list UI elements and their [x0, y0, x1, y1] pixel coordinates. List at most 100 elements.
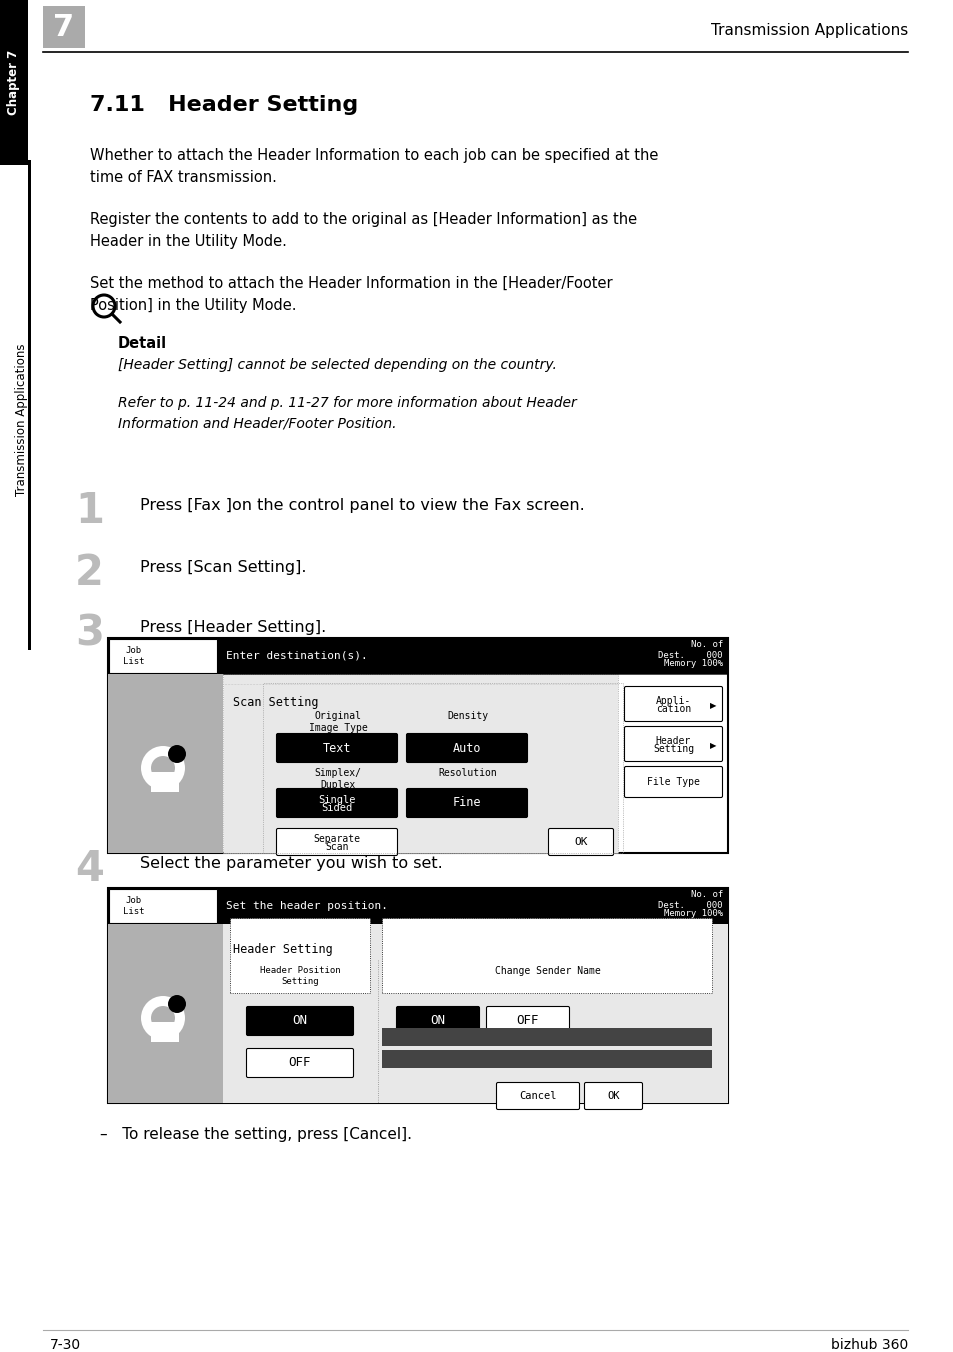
Text: Select the parameter you wish to set.: Select the parameter you wish to set. [140, 856, 442, 871]
Text: ▶: ▶ [709, 741, 716, 750]
Text: –   To release the setting, press [Cancel].: – To release the setting, press [Cancel]… [100, 1128, 412, 1142]
Text: Text: Text [322, 741, 351, 754]
Bar [28, 160, 30, 650]
Text: Separate: Separate [314, 834, 360, 844]
Text: Simplex/
Duplex: Simplex/ Duplex [314, 768, 361, 790]
FancyBboxPatch shape [406, 788, 527, 818]
FancyBboxPatch shape [246, 1049, 354, 1078]
Text: Header: Header [655, 735, 690, 746]
Text: cation: cation [655, 704, 690, 714]
Circle shape [151, 756, 174, 780]
Text: Resolution: Resolution [438, 768, 497, 777]
Text: 3: 3 [75, 612, 104, 654]
Text: Whether to attach the Header Information to each job can be specified at the
tim: Whether to attach the Header Information… [90, 147, 658, 185]
FancyBboxPatch shape [396, 1006, 479, 1036]
Text: ON: ON [293, 1014, 307, 1028]
Text: Press [Header Setting].: Press [Header Setting]. [140, 621, 326, 635]
Circle shape [141, 996, 185, 1040]
Bar [108, 888, 727, 1103]
Text: Transmission Applications: Transmission Applications [15, 343, 29, 496]
Text: 2: 2 [75, 552, 104, 594]
Text: Memory 100%: Memory 100% [663, 660, 722, 668]
Text: Press [Fax ]on the control panel to view the Fax screen.: Press [Fax ]on the control panel to view… [140, 498, 584, 512]
Text: 4: 4 [75, 848, 104, 890]
Bar [230, 918, 370, 992]
Text: Detail: Detail [118, 337, 167, 352]
Text: Original
Image Type: Original Image Type [309, 711, 367, 733]
Text: Set the method to attach the Header Information in the [Header/Footer
Position] : Set the method to attach the Header Info… [90, 276, 612, 312]
Circle shape [168, 745, 186, 763]
Text: bizhub 360: bizhub 360 [830, 1338, 907, 1352]
Text: OK: OK [607, 1091, 619, 1101]
Text: Transmission Applications: Transmission Applications [710, 23, 907, 38]
Text: OFF: OFF [517, 1014, 538, 1028]
Bar [381, 1028, 711, 1046]
FancyBboxPatch shape [276, 788, 397, 818]
Bar [381, 1051, 711, 1068]
Text: 7-30: 7-30 [50, 1338, 81, 1352]
Text: 1: 1 [75, 489, 104, 531]
Circle shape [151, 1006, 174, 1030]
Text: Density: Density [447, 711, 488, 721]
Text: 08/07/06
21:26: 08/07/06 21:26 [167, 646, 210, 665]
Text: Auto: Auto [453, 741, 480, 754]
Bar [108, 888, 727, 923]
Text: Header Position
Setting: Header Position Setting [259, 965, 340, 986]
Bar [108, 638, 727, 853]
Text: Setting: Setting [652, 744, 694, 754]
Text: OK: OK [574, 837, 587, 846]
FancyBboxPatch shape [584, 1083, 641, 1110]
Text: Register the contents to add to the original as [Header Information] as the
Head: Register the contents to add to the orig… [90, 212, 637, 249]
Text: Job
List: Job List [123, 646, 145, 665]
Text: Change Sender Name: Change Sender Name [495, 965, 600, 976]
Text: Single: Single [318, 795, 355, 804]
Text: Memory 100%: Memory 100% [663, 910, 722, 918]
Bar [109, 639, 216, 673]
Bar [381, 918, 711, 992]
Bar [151, 1022, 179, 1042]
Text: 08/11/06
19:04: 08/11/06 19:04 [167, 896, 210, 915]
Bar [223, 923, 727, 1103]
Text: Scan: Scan [325, 842, 349, 852]
FancyBboxPatch shape [624, 767, 721, 798]
Circle shape [168, 995, 186, 1013]
FancyBboxPatch shape [406, 734, 527, 763]
FancyBboxPatch shape [276, 734, 397, 763]
Bar [223, 675, 618, 853]
FancyBboxPatch shape [276, 829, 397, 856]
Text: ON: ON [430, 1014, 445, 1028]
Bar [108, 675, 223, 853]
Text: [Header Setting] cannot be selected depending on the country.: [Header Setting] cannot be selected depe… [118, 358, 557, 372]
Text: Job
List: Job List [123, 896, 145, 915]
FancyBboxPatch shape [624, 687, 721, 722]
FancyBboxPatch shape [496, 1083, 578, 1110]
Text: OFF: OFF [289, 1056, 311, 1069]
Circle shape [141, 746, 185, 790]
Text: 7.11   Header Setting: 7.11 Header Setting [90, 95, 358, 115]
Text: Fine: Fine [453, 796, 480, 810]
Bar [108, 638, 727, 675]
Text: File Type: File Type [646, 777, 700, 787]
Text: Sided: Sided [321, 803, 353, 813]
Text: Set the header position.: Set the header position. [226, 900, 388, 911]
Bar [108, 923, 223, 1103]
Text: ▶: ▶ [709, 702, 716, 711]
Text: Refer to p. 11-24 and p. 11-27 for more information about Header
Information and: Refer to p. 11-24 and p. 11-27 for more … [118, 396, 577, 430]
FancyBboxPatch shape [624, 726, 721, 761]
Bar [263, 683, 622, 853]
Text: Appli-: Appli- [655, 696, 690, 706]
Bar [109, 890, 216, 923]
Text: Cancel: Cancel [518, 1091, 557, 1101]
Text: Scan Setting: Scan Setting [233, 696, 318, 708]
FancyBboxPatch shape [246, 1006, 354, 1036]
Text: No. of
Dest.    000: No. of Dest. 000 [658, 639, 722, 660]
Text: No. of
Dest.    000: No. of Dest. 000 [658, 890, 722, 910]
Text: Chapter 7: Chapter 7 [8, 50, 20, 115]
Text: 7: 7 [53, 12, 74, 42]
Bar [151, 772, 179, 792]
FancyBboxPatch shape [548, 829, 613, 856]
Text: Press [Scan Setting].: Press [Scan Setting]. [140, 560, 306, 575]
FancyBboxPatch shape [486, 1006, 569, 1036]
Bar [43, 5, 85, 49]
Bar [0, 0, 28, 165]
